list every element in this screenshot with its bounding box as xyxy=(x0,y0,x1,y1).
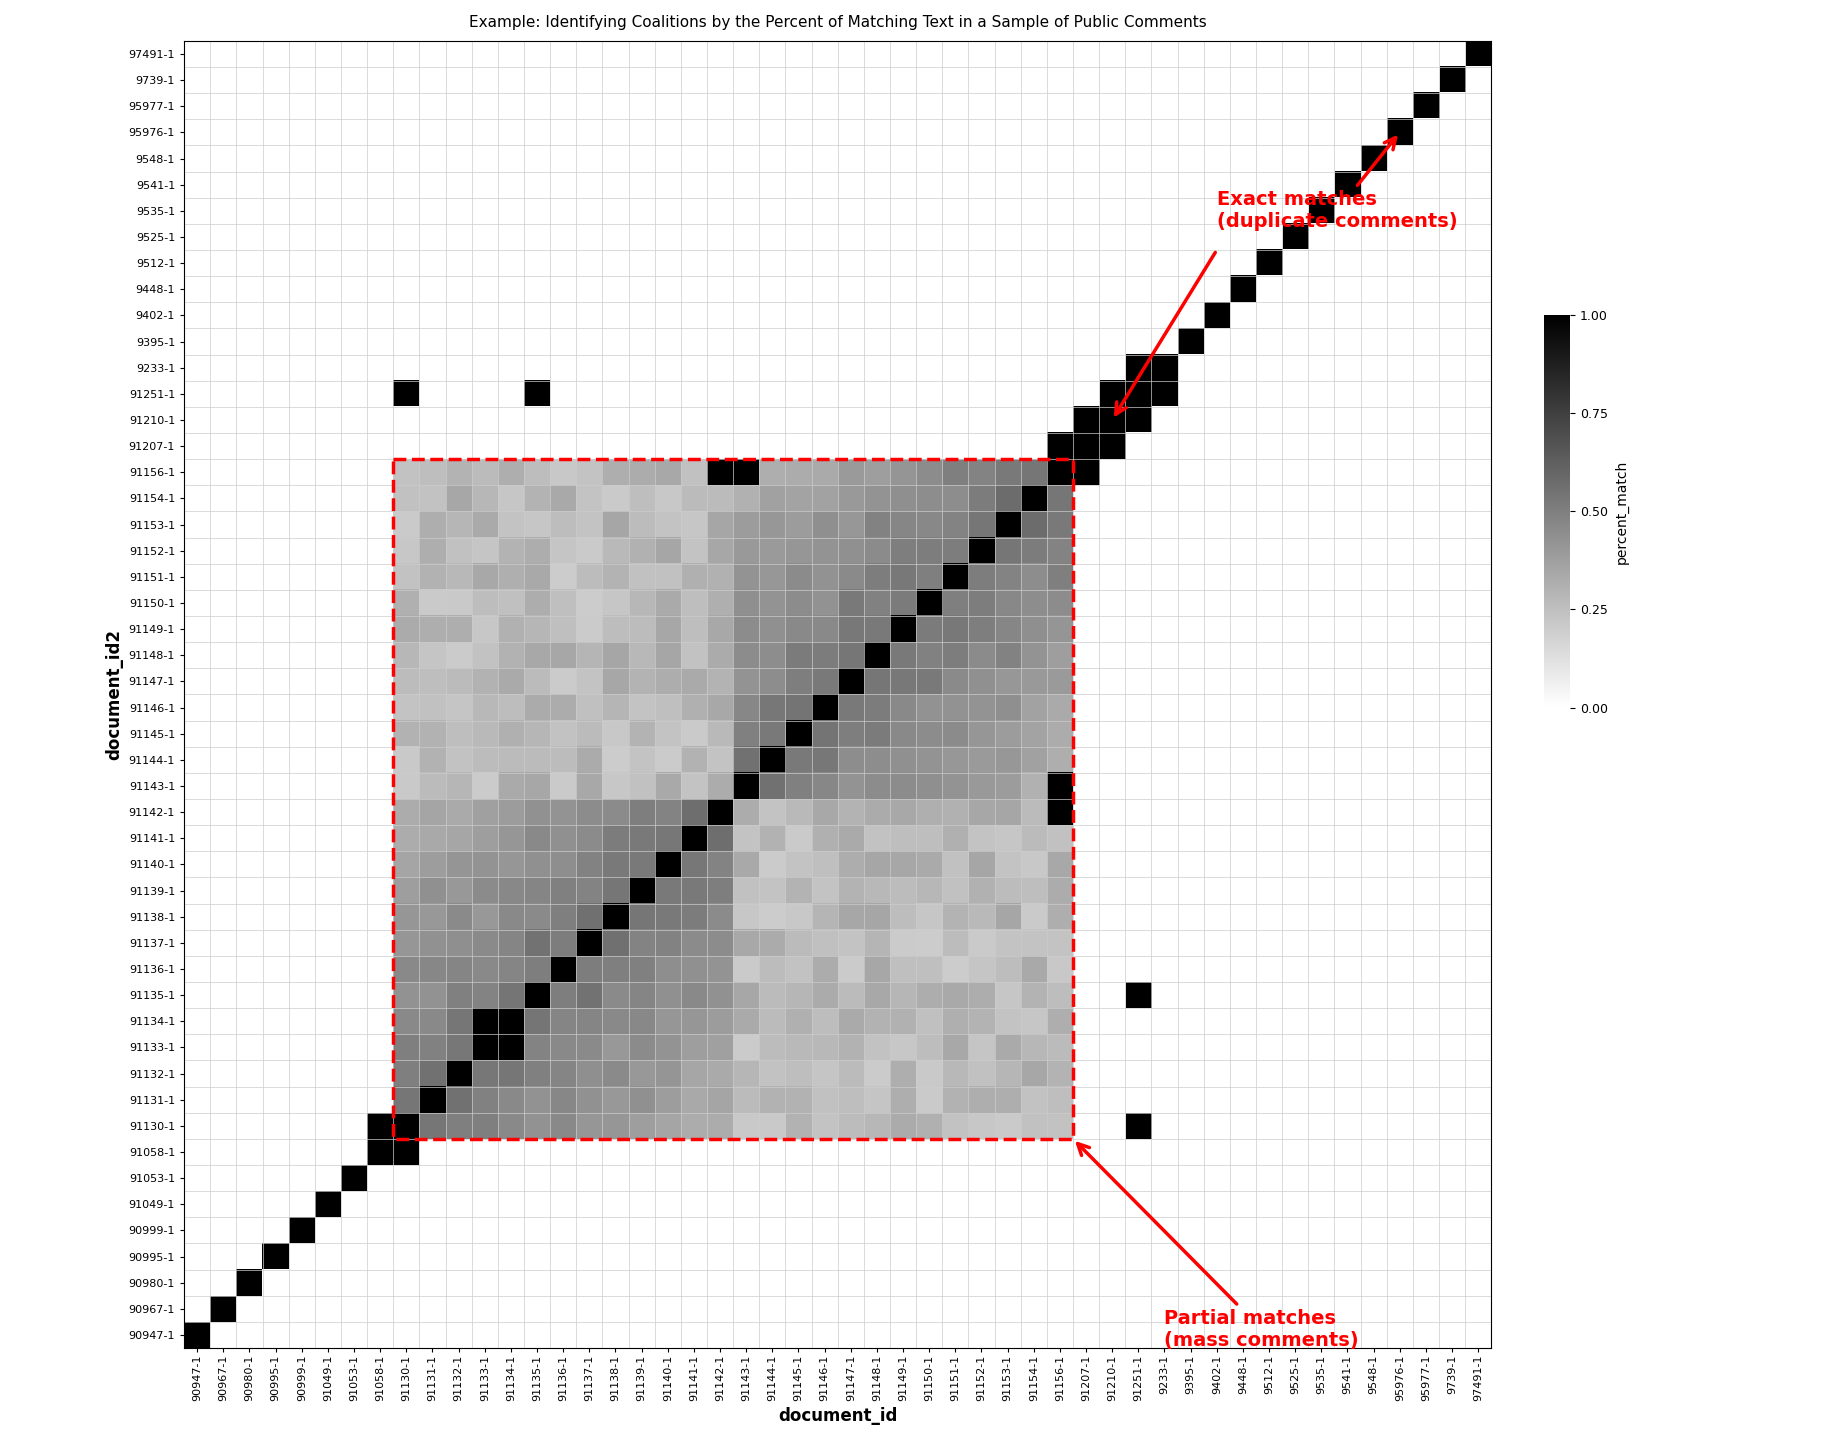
Text: Exact matches
(duplicate comments): Exact matches (duplicate comments) xyxy=(1216,138,1457,232)
X-axis label: document_id: document_id xyxy=(778,1407,897,1426)
Title: Example: Identifying Coalitions by the Percent of Matching Text in a Sample of P: Example: Identifying Coalitions by the P… xyxy=(469,14,1205,30)
Y-axis label: document_id2: document_id2 xyxy=(106,629,122,760)
Y-axis label: percent_match: percent_match xyxy=(1613,459,1628,563)
Text: Partial matches
(mass comments): Partial matches (mass comments) xyxy=(1077,1143,1358,1349)
Bar xyxy=(394,459,1072,1139)
